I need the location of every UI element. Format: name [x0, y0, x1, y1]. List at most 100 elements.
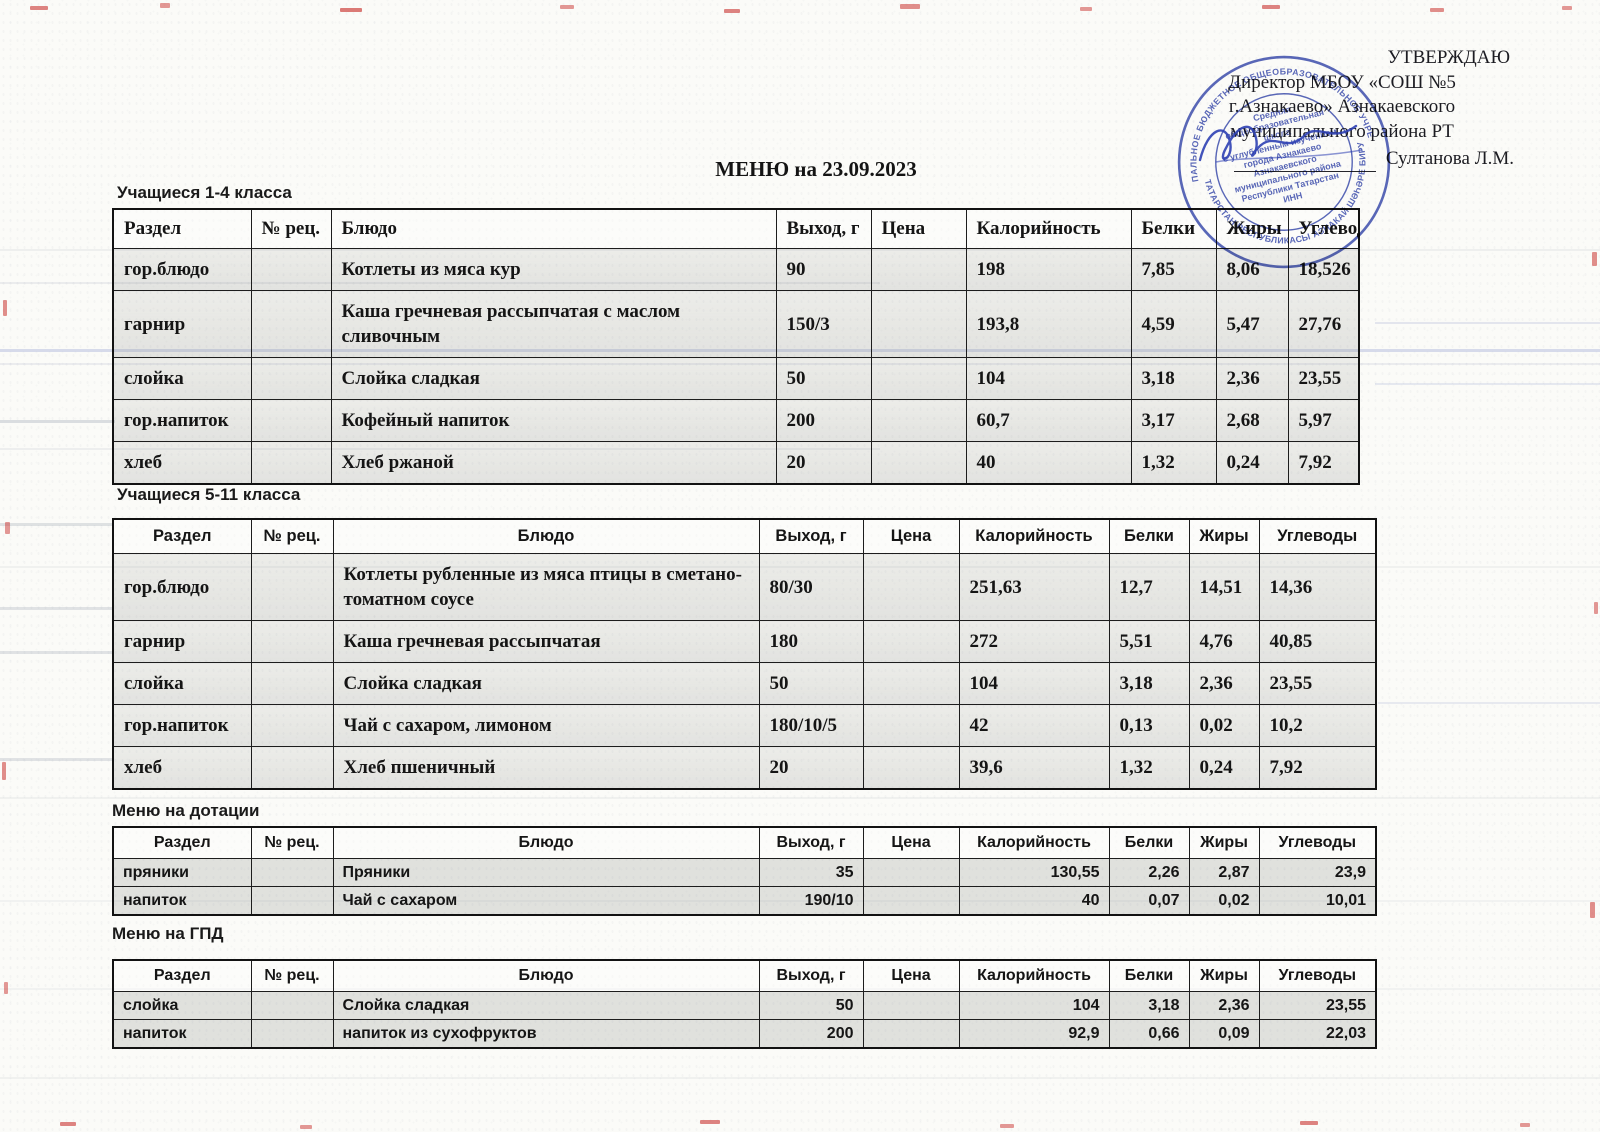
scan-red-mark — [3, 300, 7, 316]
menu-cell: 104 — [965, 357, 1132, 400]
menu-cell: Пряники — [332, 858, 760, 887]
column-header: № рец. — [250, 959, 334, 992]
menu-cell: 20 — [775, 441, 872, 485]
menu-cell — [862, 746, 960, 790]
scan-red-mark — [1594, 602, 1598, 614]
menu-cell — [250, 248, 332, 291]
menu-table-grades-1-4: Раздел № рец. Блюдо Выход, г Цена Калорийност… — [112, 208, 1360, 485]
menu-cell: Слойка сладкая — [330, 357, 777, 400]
menu-cell: 42 — [958, 704, 1110, 747]
menu-cell: 2,26 — [1108, 858, 1190, 887]
scan-red-mark — [30, 6, 48, 10]
signatory-name: Султанова Л.М. — [1385, 148, 1514, 169]
menu-cell: Слойка сладкая — [332, 662, 760, 705]
scan-bleed-line — [0, 797, 1600, 799]
column-header: Жиры — [1188, 959, 1260, 992]
menu-cell: 2,36 — [1188, 662, 1260, 705]
menu-cell: 23,55 — [1258, 991, 1377, 1020]
menu-cell — [250, 290, 332, 358]
menu-cell: гарнир — [112, 620, 252, 663]
menu-cell: пряники — [112, 858, 252, 887]
column-header: № рец. — [250, 208, 332, 249]
section-label-grades-5-11: Учащиеся 5-11 класса — [117, 485, 301, 504]
menu-cell: 180/10/5 — [758, 704, 864, 747]
menu-cell — [250, 662, 334, 705]
menu-cell: хлеб — [112, 441, 252, 485]
menu-cell: Слойка сладкая — [332, 991, 760, 1020]
menu-cell: гор.блюдо — [112, 248, 252, 291]
menu-cell — [250, 620, 334, 663]
column-header: Калорийность — [958, 518, 1110, 554]
menu-row: гарнир Каша гречневая рассыпчатая с масло… — [112, 290, 1360, 358]
column-header: Выход, г — [775, 208, 872, 249]
header-row: Раздел № рец. Блюдо Выход, г Цена Калорийност… — [112, 518, 1377, 554]
menu-cell: 80/30 — [758, 553, 864, 621]
menu-cell: 27,76 — [1287, 290, 1360, 358]
menu-cell: 14,36 — [1258, 553, 1377, 621]
scan-bleed-line — [1375, 322, 1600, 324]
menu-cell — [870, 441, 967, 485]
menu-row: слойка Слойка сладкая 50 104 3,18 2,36 23,55 — [112, 991, 1377, 1020]
menu-cell: 23,9 — [1258, 858, 1377, 887]
menu-row: гор.напиток Кофейный напиток 200 60,7 3,17 2,… — [112, 399, 1360, 442]
menu-cell: 0,24 — [1215, 441, 1289, 485]
menu-cell: 23,55 — [1258, 662, 1377, 705]
menu-cell: 40 — [965, 441, 1132, 485]
menu-cell: слойка — [112, 991, 252, 1020]
header-row: Раздел № рец. Блюдо Выход, г Цена Калорийност… — [112, 208, 1360, 249]
menu-cell: Чай с сахаром, лимоном — [332, 704, 760, 747]
menu-cell: 5,97 — [1287, 399, 1360, 442]
menu-cell — [250, 357, 332, 400]
menu-cell: слойка — [112, 662, 252, 705]
scan-bleed-line — [0, 758, 112, 761]
menu-cell: хлеб — [112, 746, 252, 790]
menu-cell: Каша гречневая рассыпчатая с маслом слив… — [330, 290, 777, 358]
menu-row: гор.блюдо Котлеты из мяса кур 90 198 7,85 8,0… — [112, 248, 1360, 291]
menu-cell: 104 — [958, 662, 1110, 705]
menu-cell: 1,32 — [1130, 441, 1217, 485]
menu-cell: 3,18 — [1108, 662, 1190, 705]
menu-cell — [250, 746, 334, 790]
menu-cell: Котлеты из мяса кур — [330, 248, 777, 291]
menu-cell — [862, 1019, 960, 1049]
official-stamp-icon: МУНИЦИПАЛЬНОЕ БЮДЖЕТНОЕ ОБЩЕОБРАЗОВАТЕЛЬ… — [1148, 26, 1391, 269]
menu-row: напиток Чай с сахаром 190/10 40 0,07 0,02 10,0… — [112, 886, 1377, 916]
menu-cell: гор.напиток — [112, 704, 252, 747]
menu-cell: 180 — [758, 620, 864, 663]
menu-cell: 40,85 — [1258, 620, 1377, 663]
column-header: № рец. — [250, 826, 334, 859]
menu-cell: 10,01 — [1258, 886, 1377, 916]
signature-row: Султанова Л.М. — [1170, 147, 1514, 172]
menu-row: хлеб Хлеб ржаной 20 40 1,32 0,24 7,92 — [112, 441, 1360, 485]
menu-row: гор.блюдо Котлеты рубленные из мяса птицы… — [112, 553, 1377, 621]
menu-cell: напиток — [112, 1019, 252, 1049]
menu-cell: 39,6 — [958, 746, 1110, 790]
menu-cell: 150/3 — [775, 290, 872, 358]
column-header: Блюдо — [332, 826, 760, 859]
approval-line: г.Азнакаево» Азнакаевского — [1228, 96, 1456, 117]
column-header: Цена — [862, 518, 960, 554]
menu-cell: 35 — [758, 858, 864, 887]
menu-cell — [862, 886, 960, 916]
scan-red-mark — [1080, 7, 1092, 11]
scan-red-mark — [2, 762, 6, 780]
column-header: Калорийность — [958, 826, 1110, 859]
approval-line: Директор МБОУ «СОШ №5 — [1228, 71, 1456, 93]
menu-cell: 10,2 — [1258, 704, 1377, 747]
scan-bleed-line — [0, 651, 112, 654]
menu-cell: 40 — [958, 886, 1110, 916]
signature-scribble-icon — [1198, 124, 1363, 163]
menu-cell: 0,66 — [1108, 1019, 1190, 1049]
scan-red-mark — [560, 5, 574, 9]
menu-cell: 193,8 — [965, 290, 1132, 358]
scan-red-mark — [900, 4, 920, 9]
scan-red-mark — [160, 3, 170, 8]
menu-cell — [870, 248, 967, 291]
column-header: Углеводы — [1258, 826, 1377, 859]
menu-cell: 0,13 — [1108, 704, 1190, 747]
menu-cell: Чай с сахаром — [332, 886, 760, 916]
menu-cell: гор.напиток — [112, 399, 252, 442]
menu-cell — [250, 399, 332, 442]
menu-cell: гарнир — [112, 290, 252, 358]
